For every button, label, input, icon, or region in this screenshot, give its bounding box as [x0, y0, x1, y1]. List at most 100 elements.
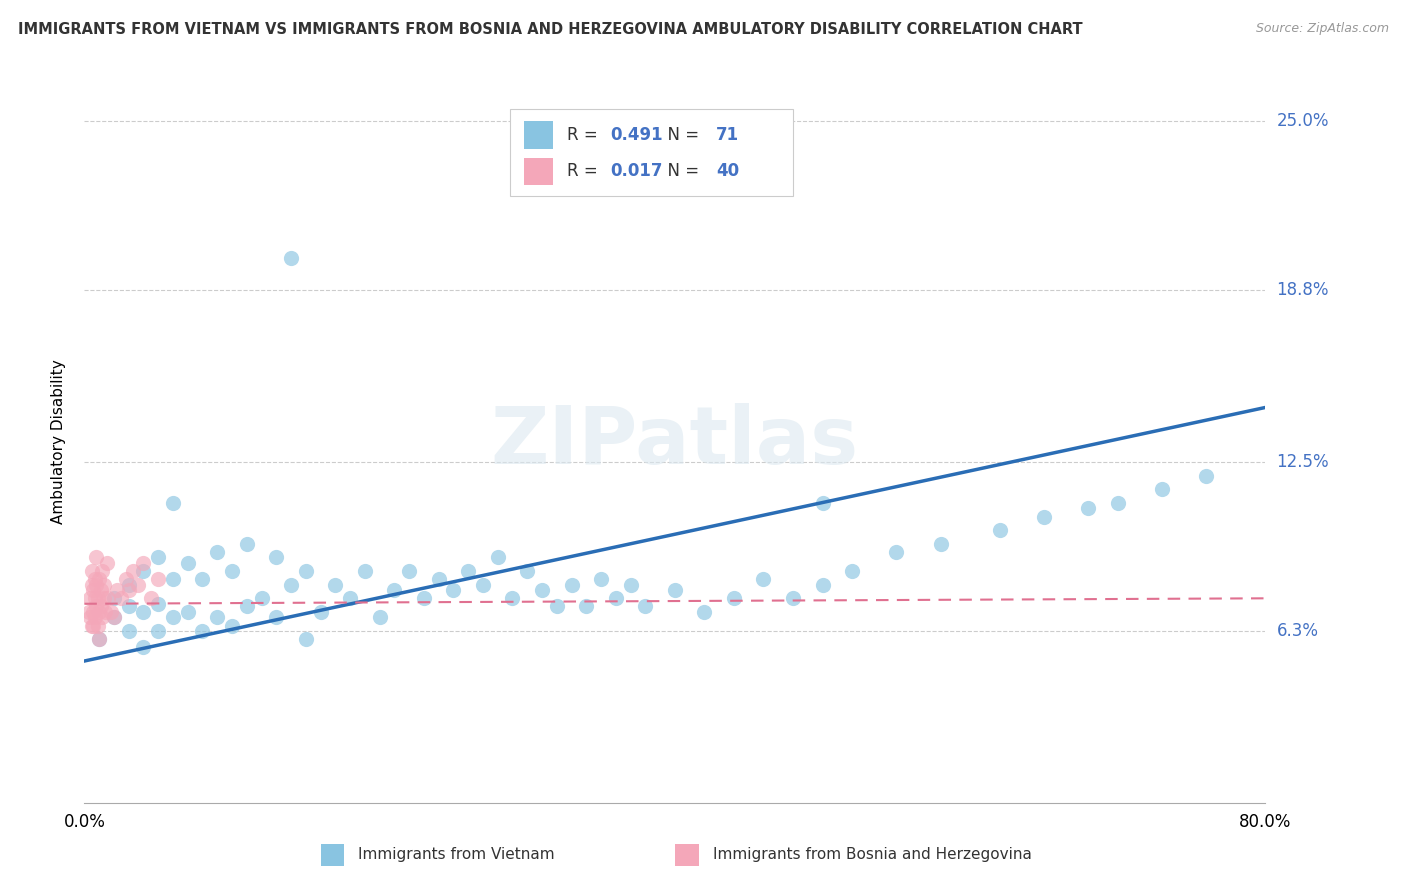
Text: N =: N =	[657, 126, 704, 145]
Text: Immigrants from Vietnam: Immigrants from Vietnam	[359, 847, 555, 863]
Text: IMMIGRANTS FROM VIETNAM VS IMMIGRANTS FROM BOSNIA AND HERZEGOVINA AMBULATORY DIS: IMMIGRANTS FROM VIETNAM VS IMMIGRANTS FR…	[18, 22, 1083, 37]
Point	[591, 572, 613, 586]
Point	[103, 610, 125, 624]
Point	[427, 572, 450, 586]
Point	[398, 564, 420, 578]
Point	[841, 564, 863, 578]
Point	[782, 591, 804, 606]
Point	[221, 618, 243, 632]
Point	[354, 564, 377, 578]
Point	[100, 605, 122, 619]
Text: 12.5%: 12.5%	[1277, 453, 1329, 471]
Bar	[523, 121, 553, 149]
Point	[280, 577, 302, 591]
Point	[97, 591, 120, 606]
Point	[236, 599, 259, 614]
Point	[110, 591, 132, 606]
Point	[82, 618, 104, 632]
Text: Immigrants from Bosnia and Herzegovina: Immigrants from Bosnia and Herzegovina	[713, 847, 1032, 863]
Point	[127, 577, 149, 591]
Point	[79, 610, 101, 624]
Point	[929, 537, 952, 551]
Point	[752, 572, 775, 586]
Point	[122, 564, 145, 578]
Point	[1033, 509, 1056, 524]
Point	[90, 583, 112, 598]
Text: N =: N =	[657, 162, 704, 180]
Point	[443, 583, 465, 598]
Bar	[321, 844, 344, 865]
Point	[162, 572, 184, 586]
Point	[1077, 501, 1099, 516]
Point	[382, 583, 406, 598]
Point	[84, 577, 107, 591]
Point	[620, 577, 643, 591]
Point	[207, 545, 229, 559]
Text: R =: R =	[568, 162, 603, 180]
Point	[605, 591, 627, 606]
Point	[118, 599, 141, 614]
Point	[1150, 482, 1173, 496]
Point	[139, 591, 162, 606]
Point	[148, 624, 170, 638]
Point	[105, 583, 128, 598]
Point	[280, 251, 302, 265]
Point	[148, 572, 170, 586]
Point	[82, 605, 104, 619]
Point	[266, 610, 288, 624]
Point	[266, 550, 288, 565]
Point	[96, 556, 118, 570]
Point	[723, 591, 745, 606]
Point	[811, 577, 834, 591]
Point	[250, 591, 273, 606]
Point	[77, 605, 100, 619]
Point	[91, 564, 114, 578]
Point	[561, 577, 583, 591]
Text: 25.0%: 25.0%	[1277, 112, 1329, 130]
Point	[177, 605, 200, 619]
Point	[132, 605, 155, 619]
Text: ZIPatlas: ZIPatlas	[491, 402, 859, 481]
Point	[132, 556, 155, 570]
Point	[84, 550, 107, 565]
Point	[191, 572, 214, 586]
Point	[90, 599, 112, 614]
Point	[546, 599, 568, 614]
Text: 71: 71	[716, 126, 740, 145]
Point	[486, 550, 509, 565]
Point	[91, 610, 114, 624]
Point	[221, 564, 243, 578]
Point	[94, 605, 117, 619]
Point	[457, 564, 479, 578]
Point	[87, 572, 111, 586]
Point	[87, 632, 111, 647]
Point	[103, 610, 125, 624]
Point	[191, 624, 214, 638]
Point	[103, 591, 125, 606]
Point	[148, 597, 170, 611]
Point	[309, 605, 332, 619]
Point	[1195, 468, 1218, 483]
Point	[86, 618, 108, 632]
Text: 0.017: 0.017	[610, 162, 662, 180]
Point	[80, 618, 103, 632]
Text: 18.8%: 18.8%	[1277, 281, 1329, 299]
Point	[118, 583, 141, 598]
Point	[177, 556, 200, 570]
Point	[83, 610, 105, 624]
Point	[84, 599, 107, 614]
Point	[93, 577, 115, 591]
Point	[162, 610, 184, 624]
Point	[87, 632, 111, 647]
Point	[472, 577, 495, 591]
Text: 40: 40	[716, 162, 740, 180]
Point	[413, 591, 436, 606]
Point	[1107, 496, 1129, 510]
Point	[148, 550, 170, 565]
Bar	[675, 844, 699, 865]
Point	[368, 610, 391, 624]
Point	[114, 572, 136, 586]
Point	[82, 583, 104, 598]
Point	[295, 632, 318, 647]
Point	[118, 624, 141, 638]
